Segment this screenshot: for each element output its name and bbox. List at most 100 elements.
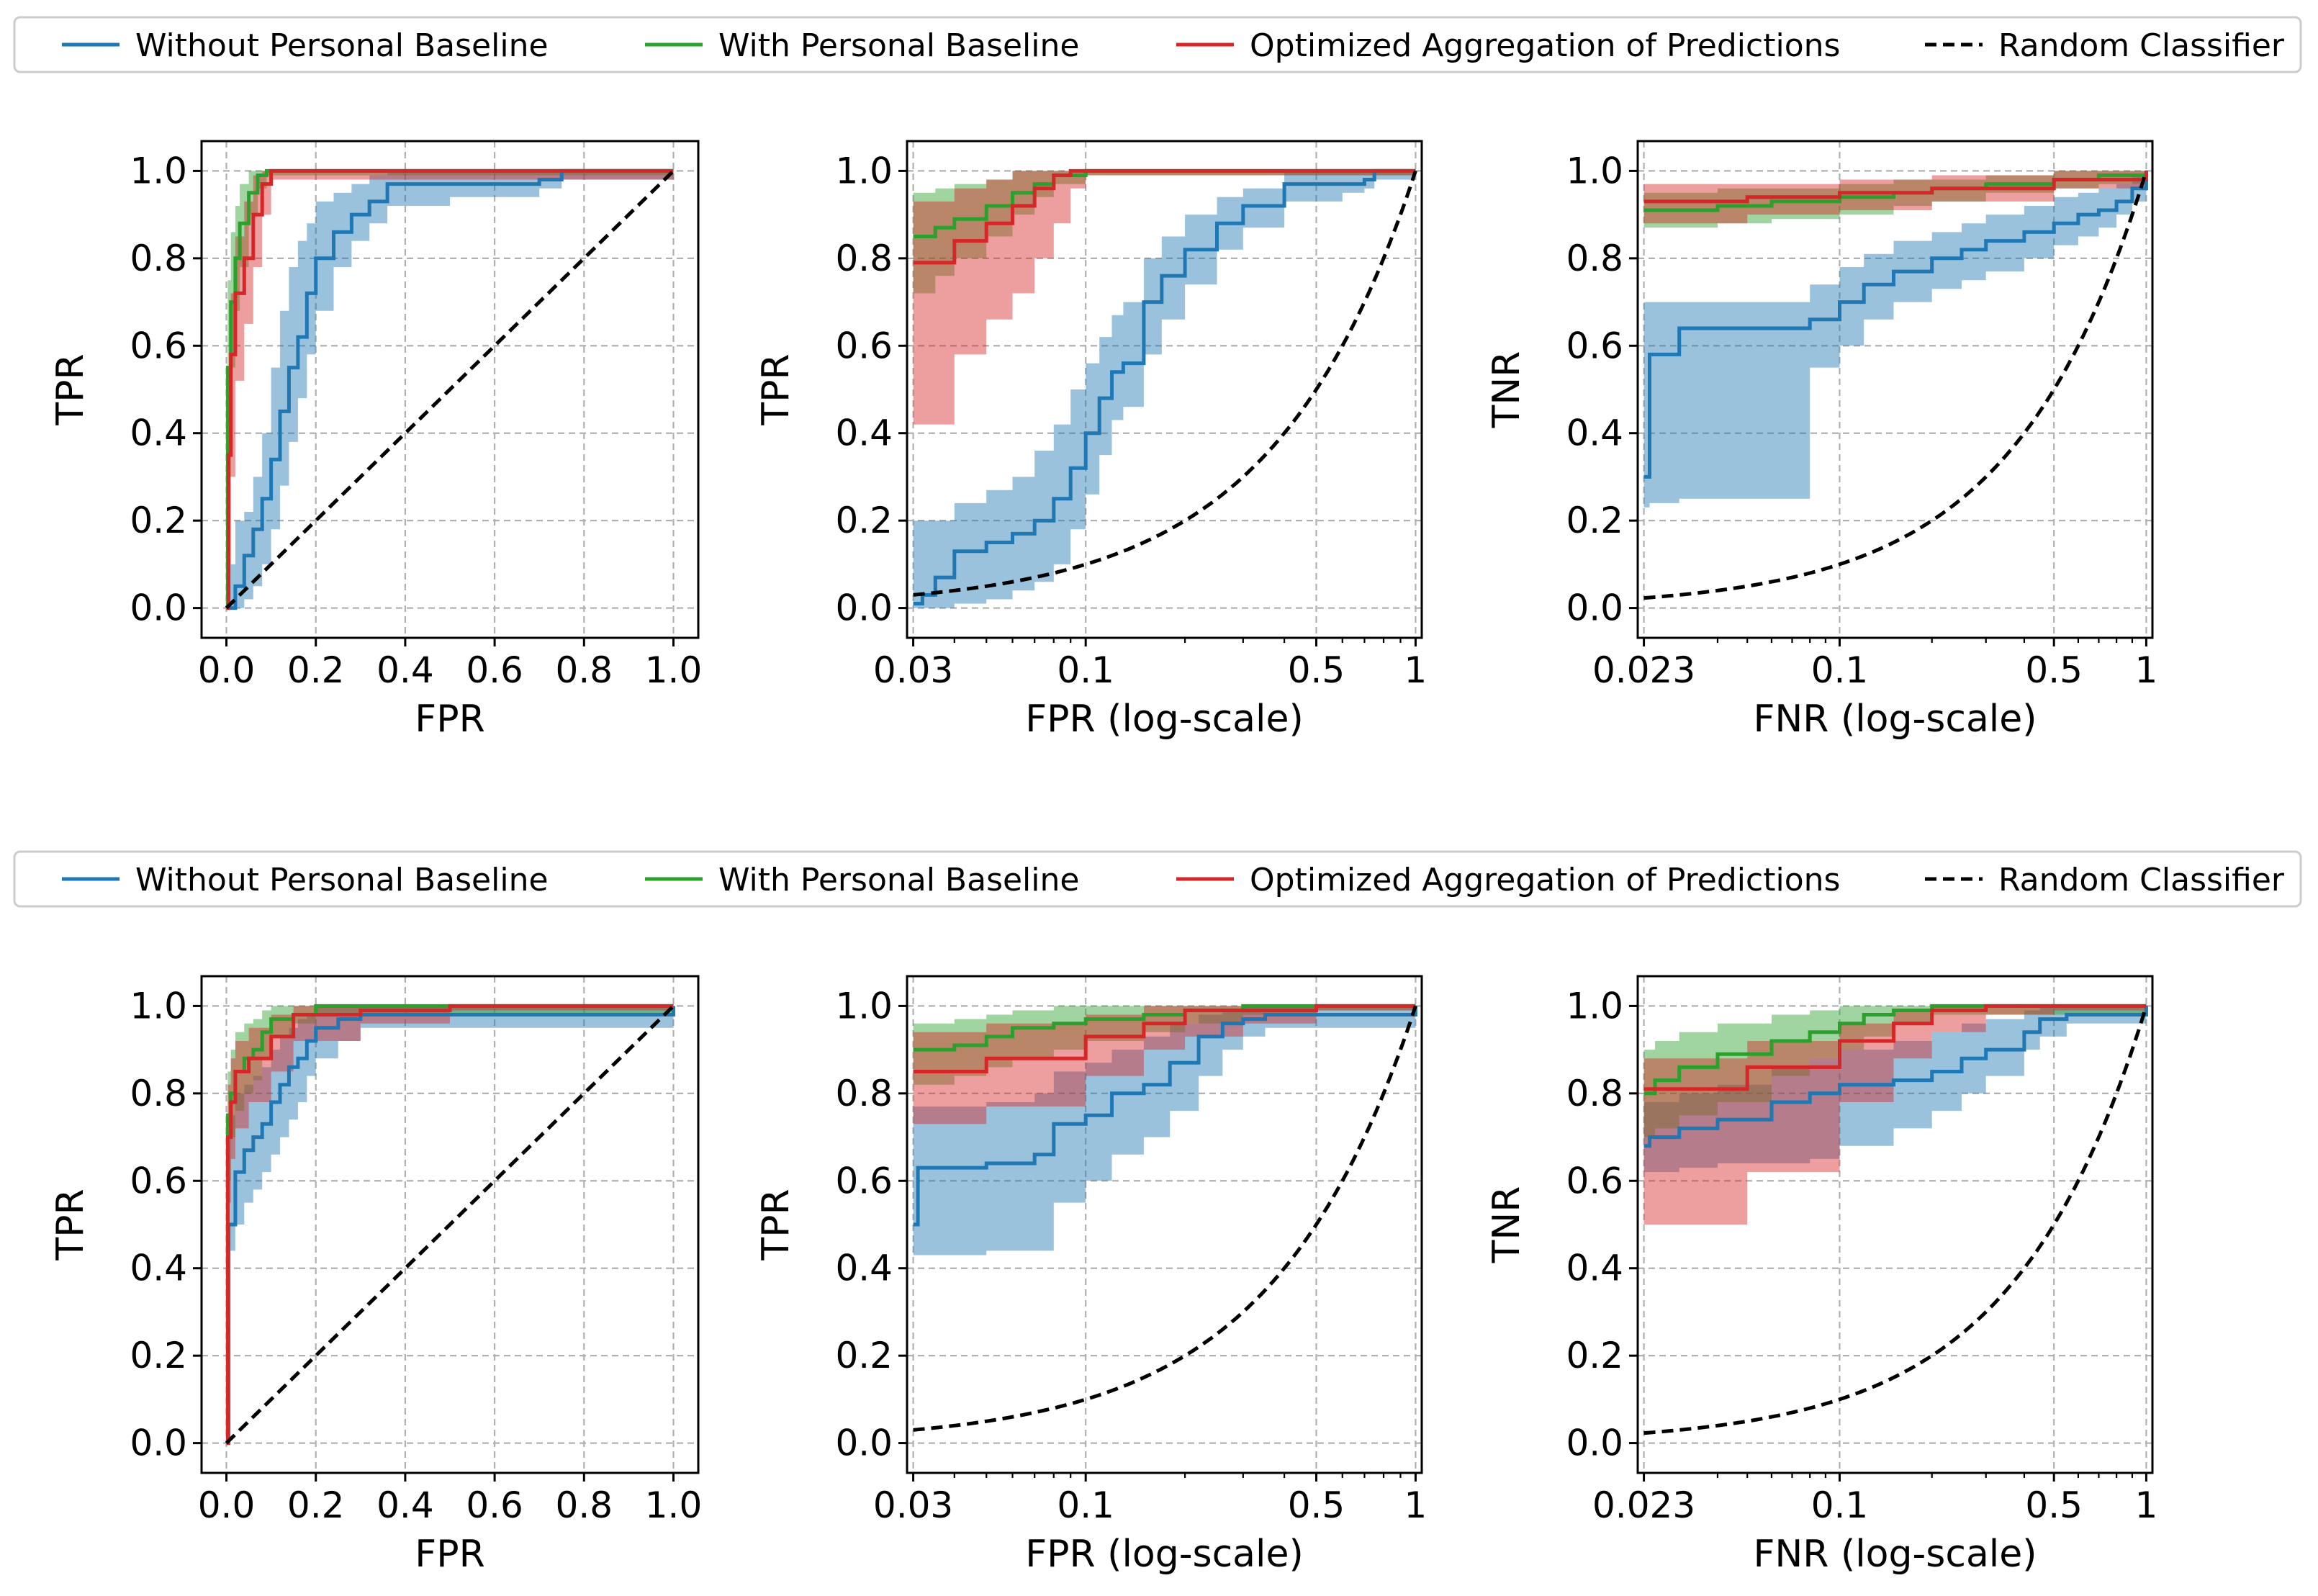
y-tick-label: 0.2	[130, 500, 187, 541]
y-tick-label: 0.4	[835, 412, 893, 454]
band-without	[913, 1006, 1416, 1255]
x-tick-label: 1	[2135, 1484, 2158, 1526]
y-tick-label: 0.2	[1566, 1335, 1623, 1376]
legend-frame	[13, 850, 2302, 908]
band-optimized	[1643, 1006, 2147, 1225]
y-axis-label: TPR	[754, 353, 798, 425]
y-tick-label: 0.0	[130, 587, 187, 629]
x-axis-label: FPR (log-scale)	[1025, 698, 1304, 741]
x-tick-label: 0.5	[2025, 649, 2083, 691]
y-tick-label: 0.8	[1566, 238, 1623, 279]
x-tick-label: 0.023	[1592, 649, 1695, 691]
line-optimized	[913, 168, 1416, 265]
x-tick-label: 0.6	[466, 1484, 523, 1526]
chart-4: 0.0 0.2 0.4 0.6 0.8 1.0 0.0 0.2 0.4 0.6 0.8 1.0 FPR T…	[49, 975, 703, 1576]
line-optimized	[1643, 1004, 2147, 1091]
y-tick-label: 1.0	[1566, 150, 1623, 191]
line-optimized	[226, 168, 674, 610]
line-random	[225, 1004, 675, 1445]
x-tick-label: 0.5	[1288, 649, 1345, 691]
x-tick-label: 1	[1404, 649, 1428, 691]
chart-6: 0.023 0.1 0.5 1 0.0 0.2 0.4 0.6 0.8 1.0 FNR (log-s…	[1485, 975, 2158, 1576]
y-tick-label: 0.0	[1566, 587, 1623, 629]
chart-1: 0.0 0.2 0.4 0.6 0.8 1.0 0.0 0.2 0.4 0.6 0.8 1.0 FPR T…	[49, 140, 703, 741]
legend-2: Without Personal Baseline With Personal B…	[13, 850, 2302, 908]
y-tick-label: 0.6	[835, 325, 893, 366]
plot-area	[225, 168, 675, 610]
band-with	[1643, 1006, 2147, 1137]
y-tick-label: 1.0	[835, 150, 893, 191]
chart-2: 0.03 0.1 0.5 1 0.0 0.2 0.4 0.6 0.8 1.0 FPR (log-sc…	[754, 140, 1428, 741]
legend-label-random: Random Classifier	[1998, 862, 2285, 898]
y-tick-label: 0.0	[835, 587, 893, 629]
y-tick-label: 0.4	[1566, 1248, 1623, 1289]
x-tick-label: 0.2	[287, 1484, 345, 1526]
legend-label-optimized: Optimized Aggregation of Predictions	[1250, 862, 1840, 898]
y-tick-label: 0.2	[1566, 500, 1623, 541]
x-tick-label: 0.4	[376, 1484, 434, 1526]
grid	[1638, 141, 2152, 638]
line-random	[913, 170, 1417, 597]
line-optimized	[225, 1004, 674, 1446]
line-without	[226, 1006, 675, 1446]
line-without	[1643, 1006, 2148, 1148]
legend-1: Without Personal Baseline With Personal B…	[13, 16, 2302, 73]
x-tick-label: 1.0	[645, 649, 703, 691]
y-tick-label: 0.0	[130, 1423, 187, 1464]
x-axis-label: FPR (log-scale)	[1025, 1533, 1304, 1576]
y-tick-label: 0.2	[835, 500, 893, 541]
x-tick-label: 0.8	[556, 649, 613, 691]
y-tick-label: 0.4	[835, 1248, 893, 1289]
band-without	[913, 171, 1416, 608]
axes-frame	[906, 975, 1423, 1474]
plot-area	[1643, 1004, 2148, 1435]
plot-area	[225, 1004, 675, 1446]
chart-3: 0.023 0.1 0.5 1 0.0 0.2 0.4 0.6 0.8 1.0 FNR (log-s…	[1485, 140, 2158, 741]
x-tick-label: 0.0	[198, 1484, 256, 1526]
axes-frame	[200, 140, 700, 639]
axes-frame	[1636, 140, 2154, 639]
y-tick-label: 0.6	[1566, 325, 1623, 366]
y-tick-label: 1.0	[130, 150, 187, 191]
band-without	[1643, 171, 2147, 508]
y-tick-label: 0.8	[1566, 1073, 1623, 1114]
x-tick-label: 1.0	[645, 1484, 703, 1526]
x-tick-label: 0.1	[1057, 1484, 1114, 1526]
x-axis-label: FNR (log-scale)	[1753, 698, 2037, 741]
line-random	[225, 169, 675, 610]
y-tick-label: 0.0	[835, 1423, 893, 1464]
x-tick-label: 0.2	[287, 649, 345, 691]
plot-area	[913, 168, 1417, 608]
legend-label-optimized: Optimized Aggregation of Predictions	[1250, 27, 1840, 64]
legend-label-without: Without Personal Baseline	[135, 862, 549, 898]
x-axis-label: FPR	[415, 698, 484, 741]
axes-frame	[200, 975, 700, 1474]
band-without	[1643, 1006, 2147, 1173]
legend-label-with: With Personal Baseline	[718, 27, 1079, 64]
line-optimized	[1643, 171, 2148, 204]
y-tick-label: 0.6	[130, 1160, 187, 1201]
x-tick-label: 1	[2135, 649, 2158, 691]
x-tick-label: 0.03	[873, 649, 953, 691]
line-without	[913, 168, 1416, 605]
x-tick-label: 0.5	[1288, 1484, 1345, 1526]
y-tick-label: 0.6	[835, 1160, 893, 1201]
y-tick-label: 0.4	[130, 412, 187, 454]
grid	[1638, 976, 2152, 1473]
x-tick-label: 0.6	[466, 649, 523, 691]
plot-area	[1643, 170, 2148, 600]
y-axis-label: TPR	[754, 1189, 798, 1261]
x-tick-label: 0.4	[376, 649, 434, 691]
y-tick-label: 0.6	[1566, 1160, 1623, 1201]
x-tick-label: 0.03	[873, 1484, 953, 1526]
x-axis-label: FNR (log-scale)	[1753, 1533, 2037, 1576]
y-tick-label: 0.8	[130, 238, 187, 279]
legend-frame	[13, 16, 2302, 73]
y-tick-label: 0.4	[130, 1248, 187, 1289]
y-axis-label: TPR	[49, 1189, 92, 1261]
legend-label-with: With Personal Baseline	[718, 862, 1079, 898]
line-optimized	[913, 1004, 1416, 1073]
line-without	[913, 1006, 1417, 1227]
band-optimized	[913, 171, 1416, 425]
